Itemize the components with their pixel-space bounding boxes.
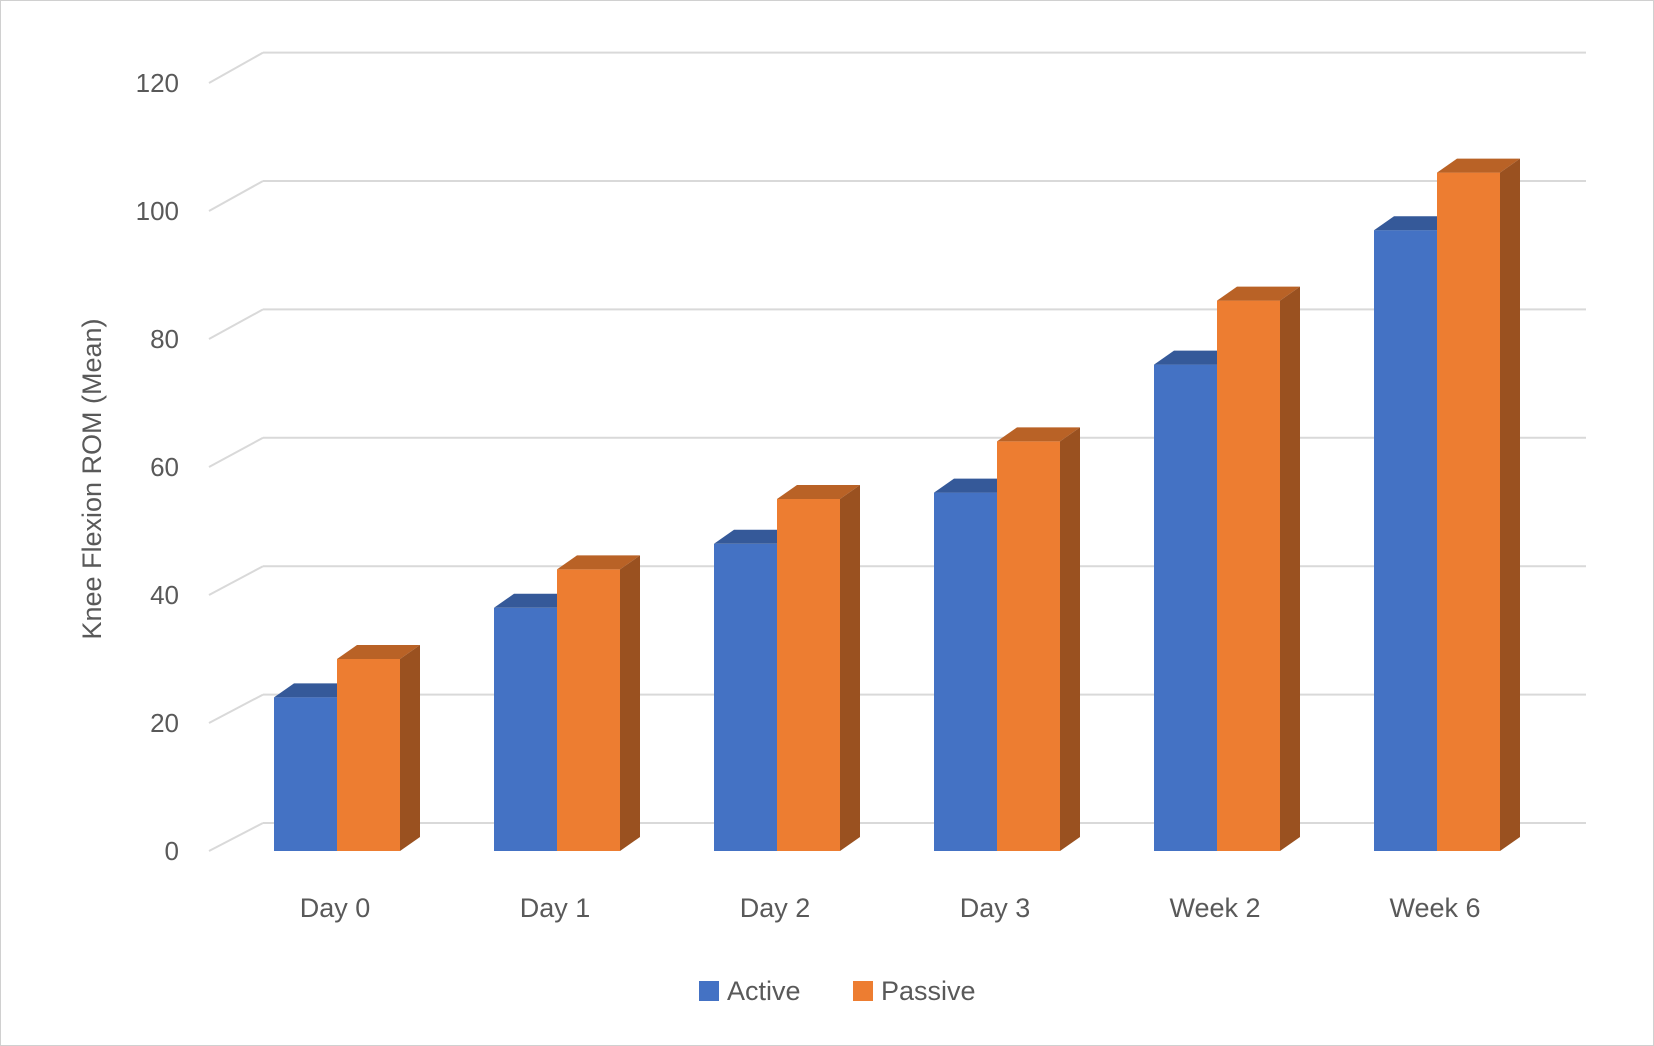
bar-active-2 — [714, 529, 797, 851]
y-tick-label: 120 — [136, 68, 179, 98]
gridline — [208, 565, 1586, 596]
bar-passive-5 — [1437, 158, 1520, 852]
gridline — [208, 51, 1586, 84]
y-axis-ticks: 0 20 40 60 80 100 120 — [136, 68, 179, 866]
x-category-label: Week 2 — [1169, 893, 1260, 923]
x-category-label: Day 2 — [740, 893, 811, 923]
legend-label: Active — [727, 976, 801, 1006]
bar-passive-4 — [1217, 286, 1300, 852]
x-axis-categories: Day 0 Day 1 Day 2 Day 3 Week 2 Week 6 — [300, 893, 1481, 923]
bar-passive-0 — [337, 645, 420, 851]
legend: Active Passive — [699, 976, 976, 1006]
y-axis-title: Knee Flexion ROM (Mean) — [77, 318, 107, 639]
bar-active-3 — [934, 478, 1017, 851]
bar-active-5 — [1374, 216, 1457, 851]
bar-passive-3 — [997, 427, 1080, 851]
y-tick-label: 40 — [150, 580, 179, 610]
bars — [274, 158, 1520, 852]
gridline — [208, 308, 1586, 340]
gridline — [208, 180, 1586, 212]
gridline — [208, 822, 1586, 852]
y-tick-label: 60 — [150, 452, 179, 482]
legend-label: Passive — [881, 976, 976, 1006]
legend-item-active: Active — [699, 976, 801, 1006]
y-tick-label: 80 — [150, 324, 179, 354]
legend-swatch — [853, 981, 873, 1001]
x-category-label: Week 6 — [1389, 893, 1480, 923]
x-category-label: Day 0 — [300, 893, 371, 923]
bar-passive-2 — [777, 485, 860, 851]
y-tick-label: 100 — [136, 196, 179, 226]
y-tick-label: 20 — [150, 708, 179, 738]
bar-active-4 — [1154, 350, 1237, 851]
y-tick-label: 0 — [165, 836, 179, 866]
legend-item-passive: Passive — [853, 976, 976, 1006]
x-category-label: Day 1 — [520, 893, 591, 923]
legend-swatch — [699, 981, 719, 1001]
gridline — [208, 436, 1586, 468]
x-category-label: Day 3 — [960, 893, 1031, 923]
bar-active-0 — [274, 683, 357, 851]
bar-passive-1 — [557, 555, 640, 851]
bar-active-1 — [494, 593, 577, 851]
grid-lines — [208, 51, 1586, 852]
gridline — [208, 693, 1586, 724]
